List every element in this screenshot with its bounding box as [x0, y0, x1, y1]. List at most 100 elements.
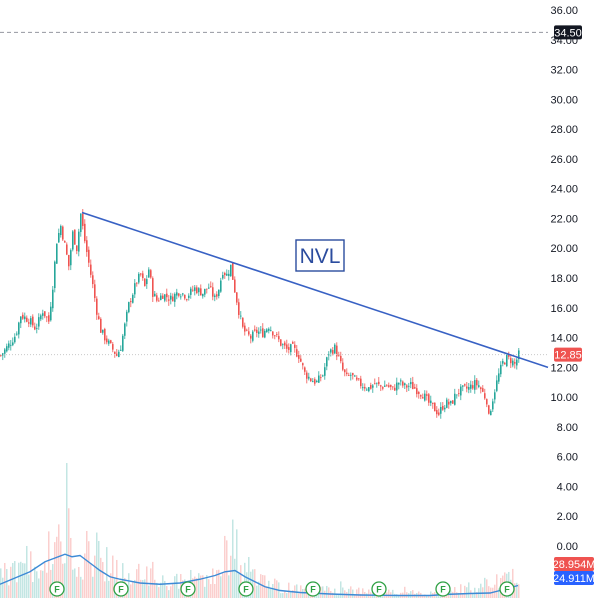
- volume-bar: [472, 593, 474, 598]
- candle-body: [106, 338, 108, 343]
- candle-body: [144, 278, 146, 286]
- volume-bar: [138, 563, 140, 598]
- volume-bar: [388, 589, 390, 598]
- volume-bar: [10, 566, 12, 598]
- volume-bar: [54, 542, 56, 598]
- volume-bar: [144, 579, 146, 598]
- candle-body: [186, 299, 188, 301]
- candle-body: [190, 288, 192, 295]
- candle-body: [130, 301, 132, 303]
- volume-bar: [518, 584, 520, 598]
- earnings-marker[interactable]: F: [499, 581, 515, 597]
- candle-body: [364, 386, 366, 389]
- earnings-marker[interactable]: F: [49, 581, 65, 597]
- candle-body: [178, 293, 180, 296]
- price-badge-label: 34.50: [554, 27, 582, 39]
- candle-body: [274, 335, 276, 337]
- candle-body: [294, 344, 296, 348]
- earnings-marker[interactable]: F: [305, 581, 321, 597]
- volume-bar: [368, 589, 370, 598]
- candle-body: [442, 405, 444, 410]
- y-axis[interactable]: 36.0034.0032.0030.0028.0026.0024.0022.00…: [550, 5, 578, 553]
- y-tick-label: 32.00: [550, 65, 578, 77]
- candle-body: [156, 295, 158, 301]
- y-tick-label: 4.00: [557, 481, 578, 493]
- volume-bar: [476, 592, 478, 598]
- candle-body: [468, 387, 470, 390]
- candle-body: [340, 355, 342, 362]
- volume-bar: [42, 570, 44, 598]
- volume-bar: [356, 589, 358, 598]
- earnings-marker-label: F: [310, 585, 316, 595]
- volume-bar: [268, 580, 270, 598]
- earnings-marker[interactable]: F: [113, 581, 129, 597]
- candle-body: [74, 229, 76, 245]
- candle-body: [146, 279, 148, 285]
- candle-body: [304, 367, 306, 372]
- volume-bar: [212, 568, 214, 598]
- volume-bar: [178, 588, 180, 598]
- y-tick-label: 0.00: [557, 541, 578, 553]
- earnings-marker-label: F: [185, 585, 191, 595]
- earnings-marker[interactable]: F: [180, 581, 196, 597]
- volume-bar: [168, 590, 170, 598]
- trendline[interactable]: [81, 211, 549, 369]
- ticker-label[interactable]: NVL: [295, 239, 345, 272]
- candle-body: [396, 382, 398, 391]
- volume-bar: [72, 569, 74, 598]
- volume-bar: [464, 585, 466, 598]
- candle-body: [82, 213, 84, 226]
- candle-body: [328, 354, 330, 356]
- volume-bar: [298, 593, 300, 598]
- volume-bar: [132, 581, 134, 598]
- candle-body: [0, 355, 2, 356]
- candle-body: [380, 385, 382, 387]
- candle-body: [314, 379, 316, 384]
- candle-body: [410, 382, 412, 385]
- y-tick-label: 8.00: [557, 422, 578, 434]
- earnings-marker[interactable]: F: [371, 581, 387, 597]
- candle-body: [398, 382, 400, 385]
- candle-body: [194, 287, 196, 291]
- candle-body: [510, 358, 512, 364]
- earnings-marker[interactable]: F: [238, 581, 254, 597]
- y-tick-label: 6.00: [557, 452, 578, 464]
- volume-bar: [60, 541, 62, 598]
- candle-body: [488, 405, 490, 414]
- candle-body: [296, 349, 298, 357]
- volume-bar: [24, 563, 26, 598]
- volume-bar: [412, 590, 414, 598]
- candle-body: [394, 387, 396, 391]
- candle-body: [140, 273, 142, 275]
- candle-body: [350, 374, 352, 376]
- candle-body: [14, 336, 16, 343]
- ticker-text: NVL: [300, 245, 341, 268]
- candle-body: [116, 353, 118, 356]
- candle-body: [446, 399, 448, 408]
- candle-body: [384, 385, 386, 387]
- volume-badge-label: 24.911M: [553, 573, 595, 585]
- candle-body: [288, 347, 290, 350]
- candle-body: [354, 375, 356, 377]
- volume-bar: [4, 562, 6, 598]
- candle-body: [36, 328, 38, 329]
- candle-body: [504, 362, 506, 365]
- candle-body: [326, 357, 328, 367]
- volume-bar: [292, 590, 294, 598]
- candle-body: [300, 358, 302, 362]
- candle-body: [452, 400, 454, 404]
- candle-body: [170, 295, 172, 300]
- volume-bar: [66, 463, 68, 598]
- candle-body: [22, 314, 24, 319]
- candle-body: [424, 393, 426, 401]
- candle-body: [196, 287, 198, 294]
- earnings-marker[interactable]: F: [435, 581, 451, 597]
- y-tick-label: 18.00: [550, 273, 578, 285]
- candle-body: [512, 360, 514, 366]
- candle-body: [100, 318, 102, 333]
- candle-body: [356, 377, 358, 380]
- volume-bar: [94, 555, 96, 598]
- volume-bar: [162, 575, 164, 598]
